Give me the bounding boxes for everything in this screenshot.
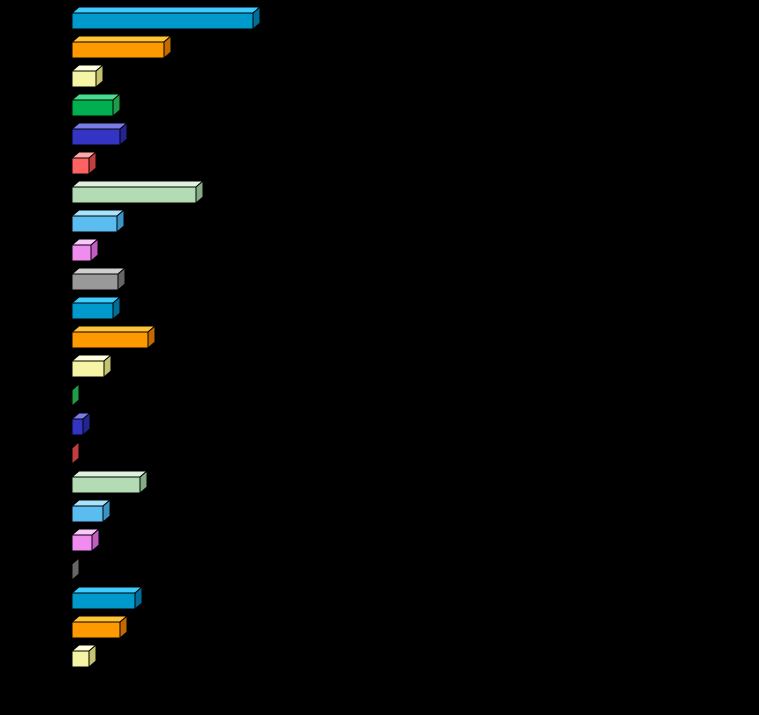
bar-top-face xyxy=(70,267,127,275)
bar-front-face xyxy=(71,128,121,146)
bar-front-face xyxy=(71,534,93,552)
bar-front-face xyxy=(71,12,254,30)
bar-19-violet xyxy=(70,527,101,553)
bar-front-face xyxy=(71,215,118,233)
bar-top-face xyxy=(70,325,157,333)
bar-top-face xyxy=(70,35,173,43)
bar-top-face xyxy=(70,296,122,304)
bar-21-cyan-blue xyxy=(70,585,144,611)
bar-11-cyan-blue xyxy=(70,295,122,321)
bar-1-cyan-blue xyxy=(70,5,262,31)
bar-zero-sliver xyxy=(71,440,80,466)
bar-front-face xyxy=(71,70,97,88)
bar-front-face xyxy=(71,273,119,291)
bar-18-light-blue xyxy=(70,498,112,524)
bar-16-red xyxy=(71,440,80,466)
bar-top-face xyxy=(70,122,129,130)
bar-9-violet xyxy=(70,237,100,263)
bar-zero-sliver xyxy=(71,556,80,582)
bar-front-face xyxy=(71,592,136,610)
bar-20-gray xyxy=(71,556,80,582)
bar-15-indigo xyxy=(70,411,92,437)
bar-front-face xyxy=(71,186,197,204)
bar-zero-sliver xyxy=(71,382,80,408)
bar-10-gray xyxy=(70,266,127,292)
bar-12-orange xyxy=(70,324,157,350)
bar-13-pale-yellow xyxy=(70,353,113,379)
bar-front-face xyxy=(71,99,114,117)
bar-top-face xyxy=(70,470,149,478)
bar-front-face xyxy=(71,360,105,378)
bar-front-face xyxy=(71,244,92,262)
bar-4-green xyxy=(70,92,122,118)
bar-8-light-blue xyxy=(70,208,126,234)
bar-7-pale-green xyxy=(70,179,205,205)
bar-top-face xyxy=(70,93,122,101)
bar-14-green xyxy=(71,382,80,408)
bar-front-face xyxy=(71,331,149,349)
bar-top-face xyxy=(70,180,205,188)
bar-front-face xyxy=(71,302,114,320)
bar-front-face xyxy=(71,505,104,523)
bar-22-orange xyxy=(70,614,129,640)
bar-front-face xyxy=(71,157,90,175)
bar-front-face xyxy=(71,41,165,59)
bar-5-indigo xyxy=(70,121,129,147)
bar-front-face xyxy=(71,650,90,668)
bar-2-orange xyxy=(70,34,173,60)
bar-3-pale-yellow xyxy=(70,63,105,89)
bar-17-pale-green xyxy=(70,469,149,495)
bar-front-face xyxy=(71,418,84,436)
bar-top-face xyxy=(70,209,126,217)
bar-front-face xyxy=(71,621,121,639)
bar-top-face xyxy=(70,6,262,14)
bar-top-face xyxy=(70,586,144,594)
bar-23-pale-yellow xyxy=(70,643,98,669)
bar-front-face xyxy=(71,476,141,494)
bar-6-red xyxy=(70,150,98,176)
bar-top-face xyxy=(70,615,129,623)
